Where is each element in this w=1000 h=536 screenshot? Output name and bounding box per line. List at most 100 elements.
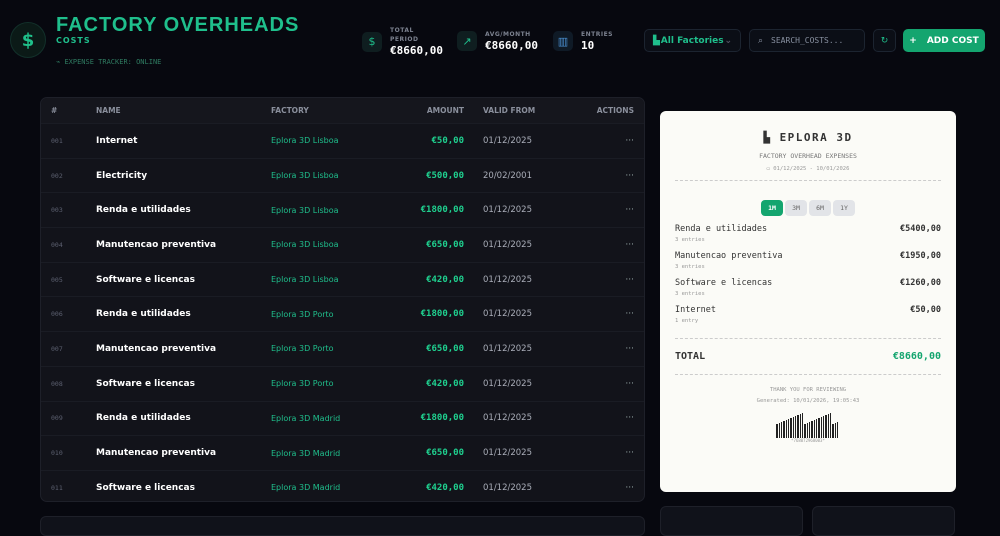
factory-name: Eplora 3D Porto [271, 309, 334, 319]
barcode-bar [800, 414, 801, 438]
valid-from: 01/12/2025 [483, 205, 532, 216]
barcode-bar [837, 422, 838, 438]
summary-card [812, 506, 955, 536]
more-actions-button[interactable]: ··· [625, 239, 634, 250]
valid-from: 01/12/2025 [483, 343, 532, 354]
barcode-bar [807, 423, 808, 438]
more-actions-button[interactable]: ··· [625, 343, 634, 354]
amount: €1800,00 [420, 309, 464, 320]
barcode-bar [825, 415, 827, 438]
barcode-bar [783, 421, 785, 438]
barcode-bar [823, 416, 824, 438]
more-actions-button[interactable]: ··· [625, 170, 634, 181]
barcode-bar [835, 423, 836, 438]
cost-name: Renda e utilidades [96, 309, 191, 320]
valid-from: 01/12/2025 [483, 135, 532, 146]
barcode-bar [804, 424, 806, 438]
stat-avg-month: ↗ AVG/MONTH €8660,00 [457, 30, 538, 52]
period-tabs: 1M 3M 6M 1Y [675, 195, 941, 216]
factory-name: Eplora 3D Porto [271, 379, 334, 389]
barcode-text: *768072968003* [791, 438, 825, 443]
factory-icon: ▙ [763, 131, 780, 144]
row-number: 007 [51, 344, 63, 353]
refresh-icon: ↻ [880, 35, 889, 46]
amount: €1800,00 [420, 205, 464, 216]
table-row[interactable]: 010 Manutencao preventiva Eplora 3D Madrid… [41, 435, 644, 470]
receipt-generated: Generated: 10/01/2026, 19:05:43 [756, 398, 860, 404]
table-row[interactable]: 011 Software e licencas Eplora 3D Madrid €4… [41, 469, 644, 501]
barcode-bar [821, 417, 822, 438]
amount: €650,00 [426, 448, 464, 459]
table-row[interactable]: 007 Manutencao preventiva Eplora 3D Porto €… [41, 331, 644, 366]
table-row[interactable]: 002 Electricity Eplora 3D Lisboa €500,00 20/… [41, 157, 644, 193]
trending-up-icon: ↗ [457, 31, 477, 51]
amount: €1800,00 [420, 413, 464, 424]
table-row[interactable]: 005 Software e licencas Eplora 3D Lisboa €4… [41, 261, 644, 297]
factory-icon: ▙ [653, 35, 660, 46]
barcode-bar [793, 417, 794, 438]
receipt-thanks: THANK YOU FOR REVIEWING [769, 387, 847, 393]
tab-1y[interactable]: 1Y [833, 200, 855, 216]
table-row[interactable]: 008 Software e licencas Eplora 3D Porto €42… [41, 365, 644, 401]
barcode-bar [781, 422, 782, 438]
receipt-brand: EPLORA 3D [779, 131, 853, 144]
valid-from: 01/12/2025 [483, 378, 532, 389]
row-number: 006 [51, 310, 63, 319]
more-actions-button[interactable]: ··· [625, 482, 634, 493]
table-row[interactable]: 003 Renda e utilidades Eplora 3D Lisboa €18… [41, 192, 644, 227]
add-cost-button[interactable]: + ADD COST [903, 29, 985, 52]
chevron-down-icon: ⌄ [724, 35, 732, 46]
more-actions-button[interactable]: ··· [625, 205, 634, 216]
cost-name: Internet [96, 135, 138, 146]
more-actions-button[interactable]: ··· [625, 378, 634, 389]
valid-from: 01/12/2025 [483, 448, 532, 459]
search-icon: ⌕ [758, 35, 764, 46]
factory-name: Eplora 3D Madrid [271, 448, 341, 458]
barcode-bar [790, 418, 792, 438]
more-actions-button[interactable]: ··· [625, 413, 634, 424]
barcode [675, 412, 941, 438]
table-row[interactable]: 001 Internet Eplora 3D Lisboa €50,00 01/12/2… [41, 123, 644, 158]
bar-chart-icon: ▥ [553, 31, 573, 51]
factory-name: Eplora 3D Madrid [271, 483, 341, 493]
factory-name: Eplora 3D Lisboa [271, 171, 339, 181]
table-row[interactable]: 004 Manutencao preventiva Eplora 3D Lisboa… [41, 227, 644, 262]
barcode-bar [779, 423, 780, 438]
row-number: 004 [51, 240, 63, 249]
amount: €650,00 [426, 343, 464, 354]
tracker-status: ⌁ EXPENSE TRACKER: ONLINE [56, 58, 162, 66]
stat-entries: ▥ ENTRIES 10 [553, 30, 613, 52]
refresh-button[interactable]: ↻ [873, 29, 896, 52]
more-actions-button[interactable]: ··· [625, 448, 634, 459]
more-actions-button[interactable]: ··· [625, 274, 634, 285]
valid-from: 01/12/2025 [483, 309, 532, 320]
barcode-bar [830, 413, 831, 438]
row-number: 010 [51, 449, 63, 458]
factory-name: Eplora 3D Lisboa [271, 275, 339, 285]
tab-1m[interactable]: 1M [761, 200, 783, 216]
dollar-icon: $ [362, 31, 382, 52]
valid-from: 01/12/2025 [483, 274, 532, 285]
table-row[interactable]: 006 Renda e utilidades Eplora 3D Porto €180… [41, 296, 644, 331]
amount: €420,00 [426, 274, 464, 285]
factory-name: Eplora 3D Lisboa [271, 240, 339, 250]
stat-total-period: $ TOTAL PERIOD €8660,00 [362, 26, 443, 57]
tab-3m[interactable]: 3M [785, 200, 807, 216]
more-actions-button[interactable]: ··· [625, 135, 634, 146]
valid-from: 01/12/2025 [483, 413, 532, 424]
more-actions-button[interactable]: ··· [625, 309, 634, 320]
search-input[interactable]: ⌕ SEARCH_COSTS... [749, 29, 865, 52]
table-header: # NAME FACTORY AMOUNT VALID FROM ACTIONS [41, 98, 644, 123]
receipt-item: Software e licencas €1260,00 3 entries [675, 278, 941, 297]
factory-select[interactable]: ▙ All Factories ⌄ [644, 29, 741, 52]
valid-from: 01/12/2025 [483, 482, 532, 493]
cost-name: Renda e utilidades [96, 205, 191, 216]
receipt-subtitle: FACTORY OVERHEAD EXPENSES [759, 152, 857, 160]
table-row[interactable]: 009 Renda e utilidades Eplora 3D Madrid €18… [41, 400, 644, 436]
valid-from: 20/02/2001 [483, 170, 532, 181]
row-number: 001 [51, 136, 63, 145]
bottom-panel [40, 516, 645, 536]
factory-name: Eplora 3D Porto [271, 344, 334, 354]
cost-name: Software e licencas [96, 378, 195, 389]
tab-6m[interactable]: 6M [809, 200, 831, 216]
